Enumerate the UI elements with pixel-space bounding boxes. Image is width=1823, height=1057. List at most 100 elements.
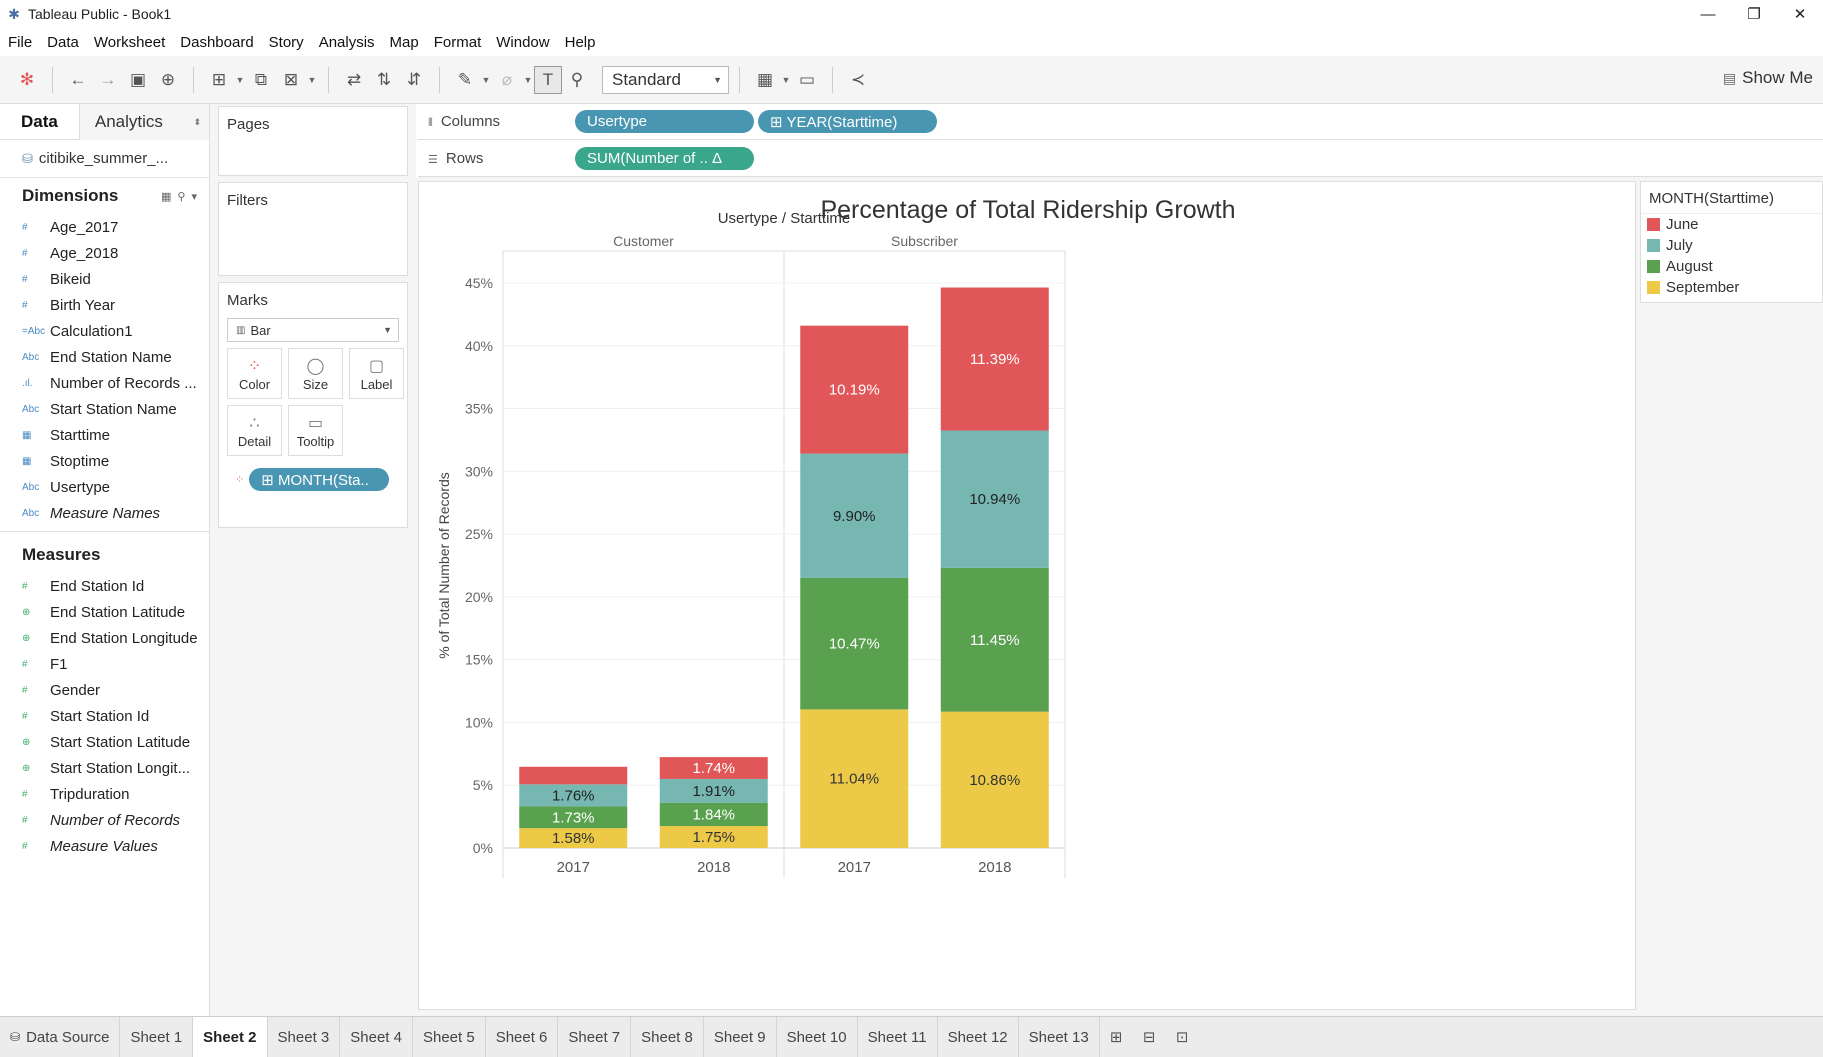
new-data-source-icon[interactable]: ⊕	[160, 69, 176, 89]
new-worksheet-icon[interactable]: ⊞	[211, 69, 227, 89]
menu-file[interactable]: File	[8, 33, 33, 51]
minimize-button[interactable]: —	[1700, 5, 1716, 23]
share-icon[interactable]: ≺	[850, 69, 866, 89]
legend-item-june[interactable]: June	[1641, 214, 1822, 235]
sheet-tab[interactable]: Sheet 9	[704, 1016, 777, 1057]
field-item[interactable]: # Birth Year	[0, 292, 209, 318]
field-item[interactable]: ▦ Stoptime	[0, 448, 209, 474]
show-cards-dropdown-icon[interactable]: ▼	[781, 74, 791, 85]
menu-map[interactable]: Map	[389, 33, 419, 51]
menu-help[interactable]: Help	[564, 33, 596, 51]
columns-label-text: Columns	[440, 113, 501, 130]
field-item[interactable]: # Start Station Id	[0, 703, 209, 729]
sheet-tab[interactable]: Sheet 6	[486, 1016, 559, 1057]
field-label: Number of Records ...	[50, 374, 197, 392]
new-dashboard-icon[interactable]: ⊟	[1142, 1029, 1156, 1046]
field-item[interactable]: # F1	[0, 651, 209, 677]
field-item[interactable]: # End Station Id	[0, 573, 209, 599]
group-members-icon[interactable]: ⌀	[501, 69, 513, 89]
clear-sheet-dropdown-icon[interactable]: ▼	[307, 74, 317, 85]
sum-number-of-records-pill[interactable]: SUM(Number of .. Δ	[575, 147, 754, 170]
field-item[interactable]: ⊕ End Station Latitude	[0, 599, 209, 625]
sheet-tab[interactable]: Sheet 12	[938, 1016, 1019, 1057]
dimensions-controls[interactable]: ▦⚲▾	[161, 190, 203, 203]
sheet-tab[interactable]: Sheet 3	[268, 1016, 341, 1057]
field-item[interactable]: # Age_2018	[0, 240, 209, 266]
field-item[interactable]: ⊕ Start Station Longit...	[0, 755, 209, 781]
menu-story[interactable]: Story	[268, 33, 304, 51]
field-item[interactable]: # Number of Records	[0, 807, 209, 833]
field-item[interactable]: Abc Start Station Name	[0, 396, 209, 422]
field-item[interactable]: ⊕ End Station Longitude	[0, 625, 209, 651]
sort-descending-icon[interactable]: ⇵	[406, 69, 422, 89]
field-item[interactable]: # Measure Values	[0, 833, 209, 859]
menu-window[interactable]: Window	[496, 33, 550, 51]
tooltip-button[interactable]: ▭ Tooltip	[288, 405, 343, 456]
sheet-tab[interactable]: Sheet 1	[120, 1016, 194, 1057]
sheet-tab[interactable]: Sheet 11	[858, 1016, 938, 1057]
sheet-tab[interactable]: Sheet 10	[777, 1016, 858, 1057]
undo-icon[interactable]: ←	[69, 69, 87, 89]
usertype-pill[interactable]: Usertype	[575, 110, 754, 133]
year-starttime-pill[interactable]: ⊞ YEAR(Starttime)	[758, 110, 937, 133]
legend-item-august[interactable]: August	[1641, 256, 1822, 277]
restore-button[interactable]: ❐	[1747, 6, 1761, 23]
filters-card[interactable]: Filters	[218, 182, 408, 276]
tab-data[interactable]: Data	[0, 104, 80, 140]
highlight-icon[interactable]: ✎	[457, 69, 473, 89]
tab-analytics[interactable]: Analytics ⬍	[79, 104, 209, 140]
redo-icon[interactable]: →	[99, 69, 117, 89]
fix-axes-icon[interactable]: ⚲	[570, 69, 584, 89]
field-item[interactable]: # Tripduration	[0, 781, 209, 807]
menu-worksheet[interactable]: Worksheet	[93, 33, 166, 51]
new-worksheet-icon[interactable]: ⊞	[1109, 1029, 1123, 1046]
tableau-home-icon[interactable]: ✻	[19, 69, 35, 89]
field-item[interactable]: Abc End Station Name	[0, 344, 209, 370]
sheet-tab[interactable]: Sheet 4	[340, 1016, 413, 1057]
size-button[interactable]: ◯ Size	[288, 348, 343, 399]
field-item[interactable]: =Abc Calculation1	[0, 318, 209, 344]
show-me-button[interactable]: ▤ Show Me	[1723, 68, 1813, 88]
new-story-icon[interactable]: ⊡	[1175, 1029, 1189, 1046]
show-cards-icon[interactable]: ▦	[756, 69, 774, 89]
field-item[interactable]: Abc Measure Names	[0, 500, 209, 526]
sheet-tab[interactable]: Sheet 7	[558, 1016, 632, 1057]
fit-select[interactable]: Standard ▼	[602, 65, 729, 94]
month-color-pill[interactable]: ⊞ MONTH(Sta..	[249, 468, 390, 491]
field-item[interactable]: Abc Usertype	[0, 474, 209, 500]
sheet-tab[interactable]: Sheet 8	[631, 1016, 704, 1057]
field-item[interactable]: # Bikeid	[0, 266, 209, 292]
sheet-tab[interactable]: Sheet 2	[193, 1016, 268, 1057]
show-mark-labels-icon[interactable]: T	[534, 65, 562, 94]
swap-rows-columns-icon[interactable]: ⇄	[346, 69, 362, 89]
pages-card[interactable]: Pages	[218, 106, 408, 176]
field-item[interactable]: # Age_2017	[0, 214, 209, 240]
sort-ascending-icon[interactable]: ⇅	[376, 69, 392, 89]
datasource-item[interactable]: ⛁ citibike_summer_...	[0, 140, 209, 178]
legend-item-july[interactable]: July	[1641, 235, 1822, 256]
color-button[interactable]: ⁘ Color	[227, 348, 282, 399]
field-item[interactable]: .ıl. Number of Records ...	[0, 370, 209, 396]
close-button[interactable]: ✕	[1793, 6, 1807, 23]
group-dropdown-icon[interactable]: ▼	[523, 74, 533, 85]
detail-button[interactable]: ∴ Detail	[227, 405, 282, 456]
legend-item-september[interactable]: September	[1641, 277, 1822, 298]
presentation-mode-icon[interactable]: ▭	[798, 69, 816, 89]
tab-data-source[interactable]: ⛁ Data Source	[0, 1016, 121, 1057]
menu-data[interactable]: Data	[47, 33, 79, 51]
sheet-tab[interactable]: Sheet 13	[1019, 1016, 1100, 1057]
menu-analysis[interactable]: Analysis	[318, 33, 375, 51]
field-item[interactable]: ▦ Starttime	[0, 422, 209, 448]
field-item[interactable]: ⊕ Start Station Latitude	[0, 729, 209, 755]
label-button[interactable]: ▢ Label	[349, 348, 404, 399]
highlight-dropdown-icon[interactable]: ▼	[481, 74, 491, 85]
save-icon[interactable]: ▣	[129, 69, 147, 89]
menu-format[interactable]: Format	[433, 33, 482, 51]
clear-sheet-icon[interactable]: ⊠	[283, 69, 299, 89]
menu-dashboard[interactable]: Dashboard	[180, 33, 254, 51]
sheet-tab[interactable]: Sheet 5	[413, 1016, 486, 1057]
field-item[interactable]: # Gender	[0, 677, 209, 703]
new-worksheet-dropdown-icon[interactable]: ▼	[235, 74, 245, 85]
mark-type-select[interactable]: ▥ Bar ▼	[227, 318, 399, 342]
duplicate-sheet-icon[interactable]: ⧉	[254, 69, 268, 89]
